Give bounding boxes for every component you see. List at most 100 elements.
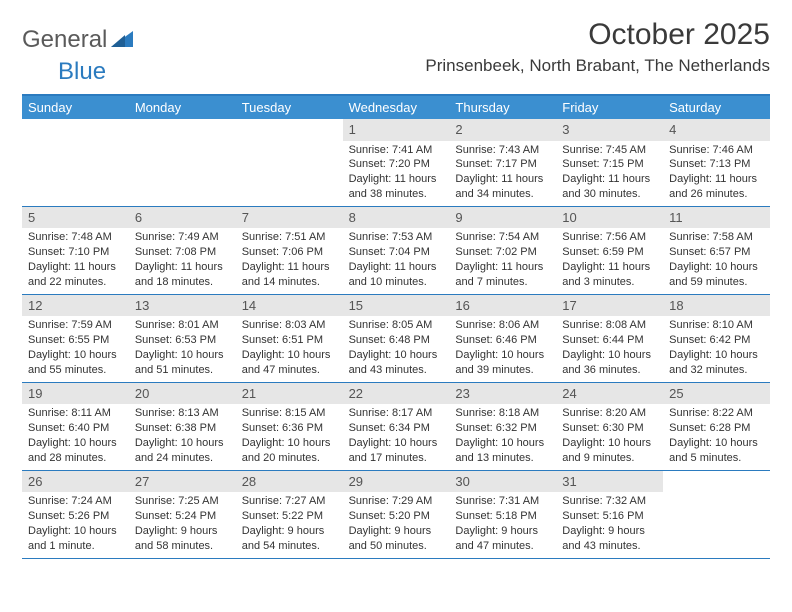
day-number: 3 <box>556 119 663 141</box>
day-cell: . <box>236 119 343 206</box>
day-header-cell: Sunday <box>22 96 129 119</box>
day-number: 24 <box>556 383 663 405</box>
day-cell: 25Sunrise: 8:22 AMSunset: 6:28 PMDayligh… <box>663 383 770 470</box>
day-body: Sunrise: 8:15 AMSunset: 6:36 PMDaylight:… <box>236 404 343 469</box>
day-body: Sunrise: 7:53 AMSunset: 7:04 PMDaylight:… <box>343 228 450 293</box>
day-body: Sunrise: 8:08 AMSunset: 6:44 PMDaylight:… <box>556 316 663 381</box>
day-number: 19 <box>22 383 129 405</box>
day-cell: 9Sunrise: 7:54 AMSunset: 7:02 PMDaylight… <box>449 207 556 294</box>
day-cell: 13Sunrise: 8:01 AMSunset: 6:53 PMDayligh… <box>129 295 236 382</box>
day-cell: 31Sunrise: 7:32 AMSunset: 5:16 PMDayligh… <box>556 471 663 558</box>
day-number: 4 <box>663 119 770 141</box>
day-number: 14 <box>236 295 343 317</box>
day-cell: 15Sunrise: 8:05 AMSunset: 6:48 PMDayligh… <box>343 295 450 382</box>
day-cell: 10Sunrise: 7:56 AMSunset: 6:59 PMDayligh… <box>556 207 663 294</box>
day-number: 30 <box>449 471 556 493</box>
day-header-cell: Saturday <box>663 96 770 119</box>
page-subtitle: Prinsenbeek, North Brabant, The Netherla… <box>425 56 770 76</box>
day-cell: 19Sunrise: 8:11 AMSunset: 6:40 PMDayligh… <box>22 383 129 470</box>
day-cell: 28Sunrise: 7:27 AMSunset: 5:22 PMDayligh… <box>236 471 343 558</box>
day-cell: 2Sunrise: 7:43 AMSunset: 7:17 PMDaylight… <box>449 119 556 206</box>
day-number: 8 <box>343 207 450 229</box>
day-cell: 22Sunrise: 8:17 AMSunset: 6:34 PMDayligh… <box>343 383 450 470</box>
day-number: 27 <box>129 471 236 493</box>
day-cell: 17Sunrise: 8:08 AMSunset: 6:44 PMDayligh… <box>556 295 663 382</box>
day-body: Sunrise: 7:27 AMSunset: 5:22 PMDaylight:… <box>236 492 343 557</box>
day-number: 22 <box>343 383 450 405</box>
day-number: 1 <box>343 119 450 141</box>
day-cell: 1Sunrise: 7:41 AMSunset: 7:20 PMDaylight… <box>343 119 450 206</box>
day-cell: 7Sunrise: 7:51 AMSunset: 7:06 PMDaylight… <box>236 207 343 294</box>
day-body: Sunrise: 7:59 AMSunset: 6:55 PMDaylight:… <box>22 316 129 381</box>
day-cell: 18Sunrise: 8:10 AMSunset: 6:42 PMDayligh… <box>663 295 770 382</box>
day-cell: 14Sunrise: 8:03 AMSunset: 6:51 PMDayligh… <box>236 295 343 382</box>
day-body: Sunrise: 8:03 AMSunset: 6:51 PMDaylight:… <box>236 316 343 381</box>
day-cell: 27Sunrise: 7:25 AMSunset: 5:24 PMDayligh… <box>129 471 236 558</box>
day-body: Sunrise: 8:17 AMSunset: 6:34 PMDaylight:… <box>343 404 450 469</box>
day-cell: 23Sunrise: 8:18 AMSunset: 6:32 PMDayligh… <box>449 383 556 470</box>
day-body: Sunrise: 8:22 AMSunset: 6:28 PMDaylight:… <box>663 404 770 469</box>
day-header-cell: Monday <box>129 96 236 119</box>
day-header-row: SundayMondayTuesdayWednesdayThursdayFrid… <box>22 96 770 119</box>
day-number: 12 <box>22 295 129 317</box>
calendar-body: ...1Sunrise: 7:41 AMSunset: 7:20 PMDayli… <box>22 119 770 559</box>
day-number: 31 <box>556 471 663 493</box>
day-cell: 4Sunrise: 7:46 AMSunset: 7:13 PMDaylight… <box>663 119 770 206</box>
day-body: Sunrise: 7:49 AMSunset: 7:08 PMDaylight:… <box>129 228 236 293</box>
calendar-week: 26Sunrise: 7:24 AMSunset: 5:26 PMDayligh… <box>22 471 770 559</box>
day-cell: 5Sunrise: 7:48 AMSunset: 7:10 PMDaylight… <box>22 207 129 294</box>
day-body: Sunrise: 7:43 AMSunset: 7:17 PMDaylight:… <box>449 141 556 206</box>
day-number: 15 <box>343 295 450 317</box>
day-cell: 26Sunrise: 7:24 AMSunset: 5:26 PMDayligh… <box>22 471 129 558</box>
day-cell: 20Sunrise: 8:13 AMSunset: 6:38 PMDayligh… <box>129 383 236 470</box>
day-cell: 6Sunrise: 7:49 AMSunset: 7:08 PMDaylight… <box>129 207 236 294</box>
day-body: Sunrise: 7:46 AMSunset: 7:13 PMDaylight:… <box>663 141 770 206</box>
calendar-week: 12Sunrise: 7:59 AMSunset: 6:55 PMDayligh… <box>22 295 770 383</box>
day-header-cell: Wednesday <box>343 96 450 119</box>
calendar: SundayMondayTuesdayWednesdayThursdayFrid… <box>22 94 770 559</box>
day-cell: 3Sunrise: 7:45 AMSunset: 7:15 PMDaylight… <box>556 119 663 206</box>
logo: General <box>22 26 135 54</box>
day-body: Sunrise: 8:18 AMSunset: 6:32 PMDaylight:… <box>449 404 556 469</box>
day-number: 28 <box>236 471 343 493</box>
day-body: Sunrise: 7:54 AMSunset: 7:02 PMDaylight:… <box>449 228 556 293</box>
day-number: 16 <box>449 295 556 317</box>
day-cell: 12Sunrise: 7:59 AMSunset: 6:55 PMDayligh… <box>22 295 129 382</box>
day-number: 23 <box>449 383 556 405</box>
day-body: Sunrise: 7:45 AMSunset: 7:15 PMDaylight:… <box>556 141 663 206</box>
day-body: Sunrise: 7:56 AMSunset: 6:59 PMDaylight:… <box>556 228 663 293</box>
day-number: 18 <box>663 295 770 317</box>
day-body: Sunrise: 8:11 AMSunset: 6:40 PMDaylight:… <box>22 404 129 469</box>
day-body: Sunrise: 7:41 AMSunset: 7:20 PMDaylight:… <box>343 141 450 206</box>
day-cell: 30Sunrise: 7:31 AMSunset: 5:18 PMDayligh… <box>449 471 556 558</box>
logo-blue-text: Blue <box>58 58 106 86</box>
page-title: October 2025 <box>425 18 770 52</box>
day-body: Sunrise: 7:29 AMSunset: 5:20 PMDaylight:… <box>343 492 450 557</box>
day-number: 25 <box>663 383 770 405</box>
day-number: 5 <box>22 207 129 229</box>
day-number: 11 <box>663 207 770 229</box>
day-body: Sunrise: 8:05 AMSunset: 6:48 PMDaylight:… <box>343 316 450 381</box>
day-number: 2 <box>449 119 556 141</box>
day-cell: 21Sunrise: 8:15 AMSunset: 6:36 PMDayligh… <box>236 383 343 470</box>
day-body: Sunrise: 7:31 AMSunset: 5:18 PMDaylight:… <box>449 492 556 557</box>
logo-triangle-icon <box>111 29 133 52</box>
day-body: Sunrise: 8:10 AMSunset: 6:42 PMDaylight:… <box>663 316 770 381</box>
calendar-week: 19Sunrise: 8:11 AMSunset: 6:40 PMDayligh… <box>22 383 770 471</box>
day-header-cell: Thursday <box>449 96 556 119</box>
day-body: Sunrise: 8:06 AMSunset: 6:46 PMDaylight:… <box>449 316 556 381</box>
day-cell: . <box>129 119 236 206</box>
logo-general: General <box>22 26 107 54</box>
day-body: Sunrise: 8:20 AMSunset: 6:30 PMDaylight:… <box>556 404 663 469</box>
day-body: Sunrise: 8:13 AMSunset: 6:38 PMDaylight:… <box>129 404 236 469</box>
day-number: 26 <box>22 471 129 493</box>
day-body: Sunrise: 7:32 AMSunset: 5:16 PMDaylight:… <box>556 492 663 557</box>
day-header-cell: Tuesday <box>236 96 343 119</box>
calendar-week: ...1Sunrise: 7:41 AMSunset: 7:20 PMDayli… <box>22 119 770 207</box>
day-cell: 24Sunrise: 8:20 AMSunset: 6:30 PMDayligh… <box>556 383 663 470</box>
calendar-week: 5Sunrise: 7:48 AMSunset: 7:10 PMDaylight… <box>22 207 770 295</box>
day-cell: 8Sunrise: 7:53 AMSunset: 7:04 PMDaylight… <box>343 207 450 294</box>
day-cell: 16Sunrise: 8:06 AMSunset: 6:46 PMDayligh… <box>449 295 556 382</box>
day-header-cell: Friday <box>556 96 663 119</box>
day-body: Sunrise: 7:24 AMSunset: 5:26 PMDaylight:… <box>22 492 129 557</box>
